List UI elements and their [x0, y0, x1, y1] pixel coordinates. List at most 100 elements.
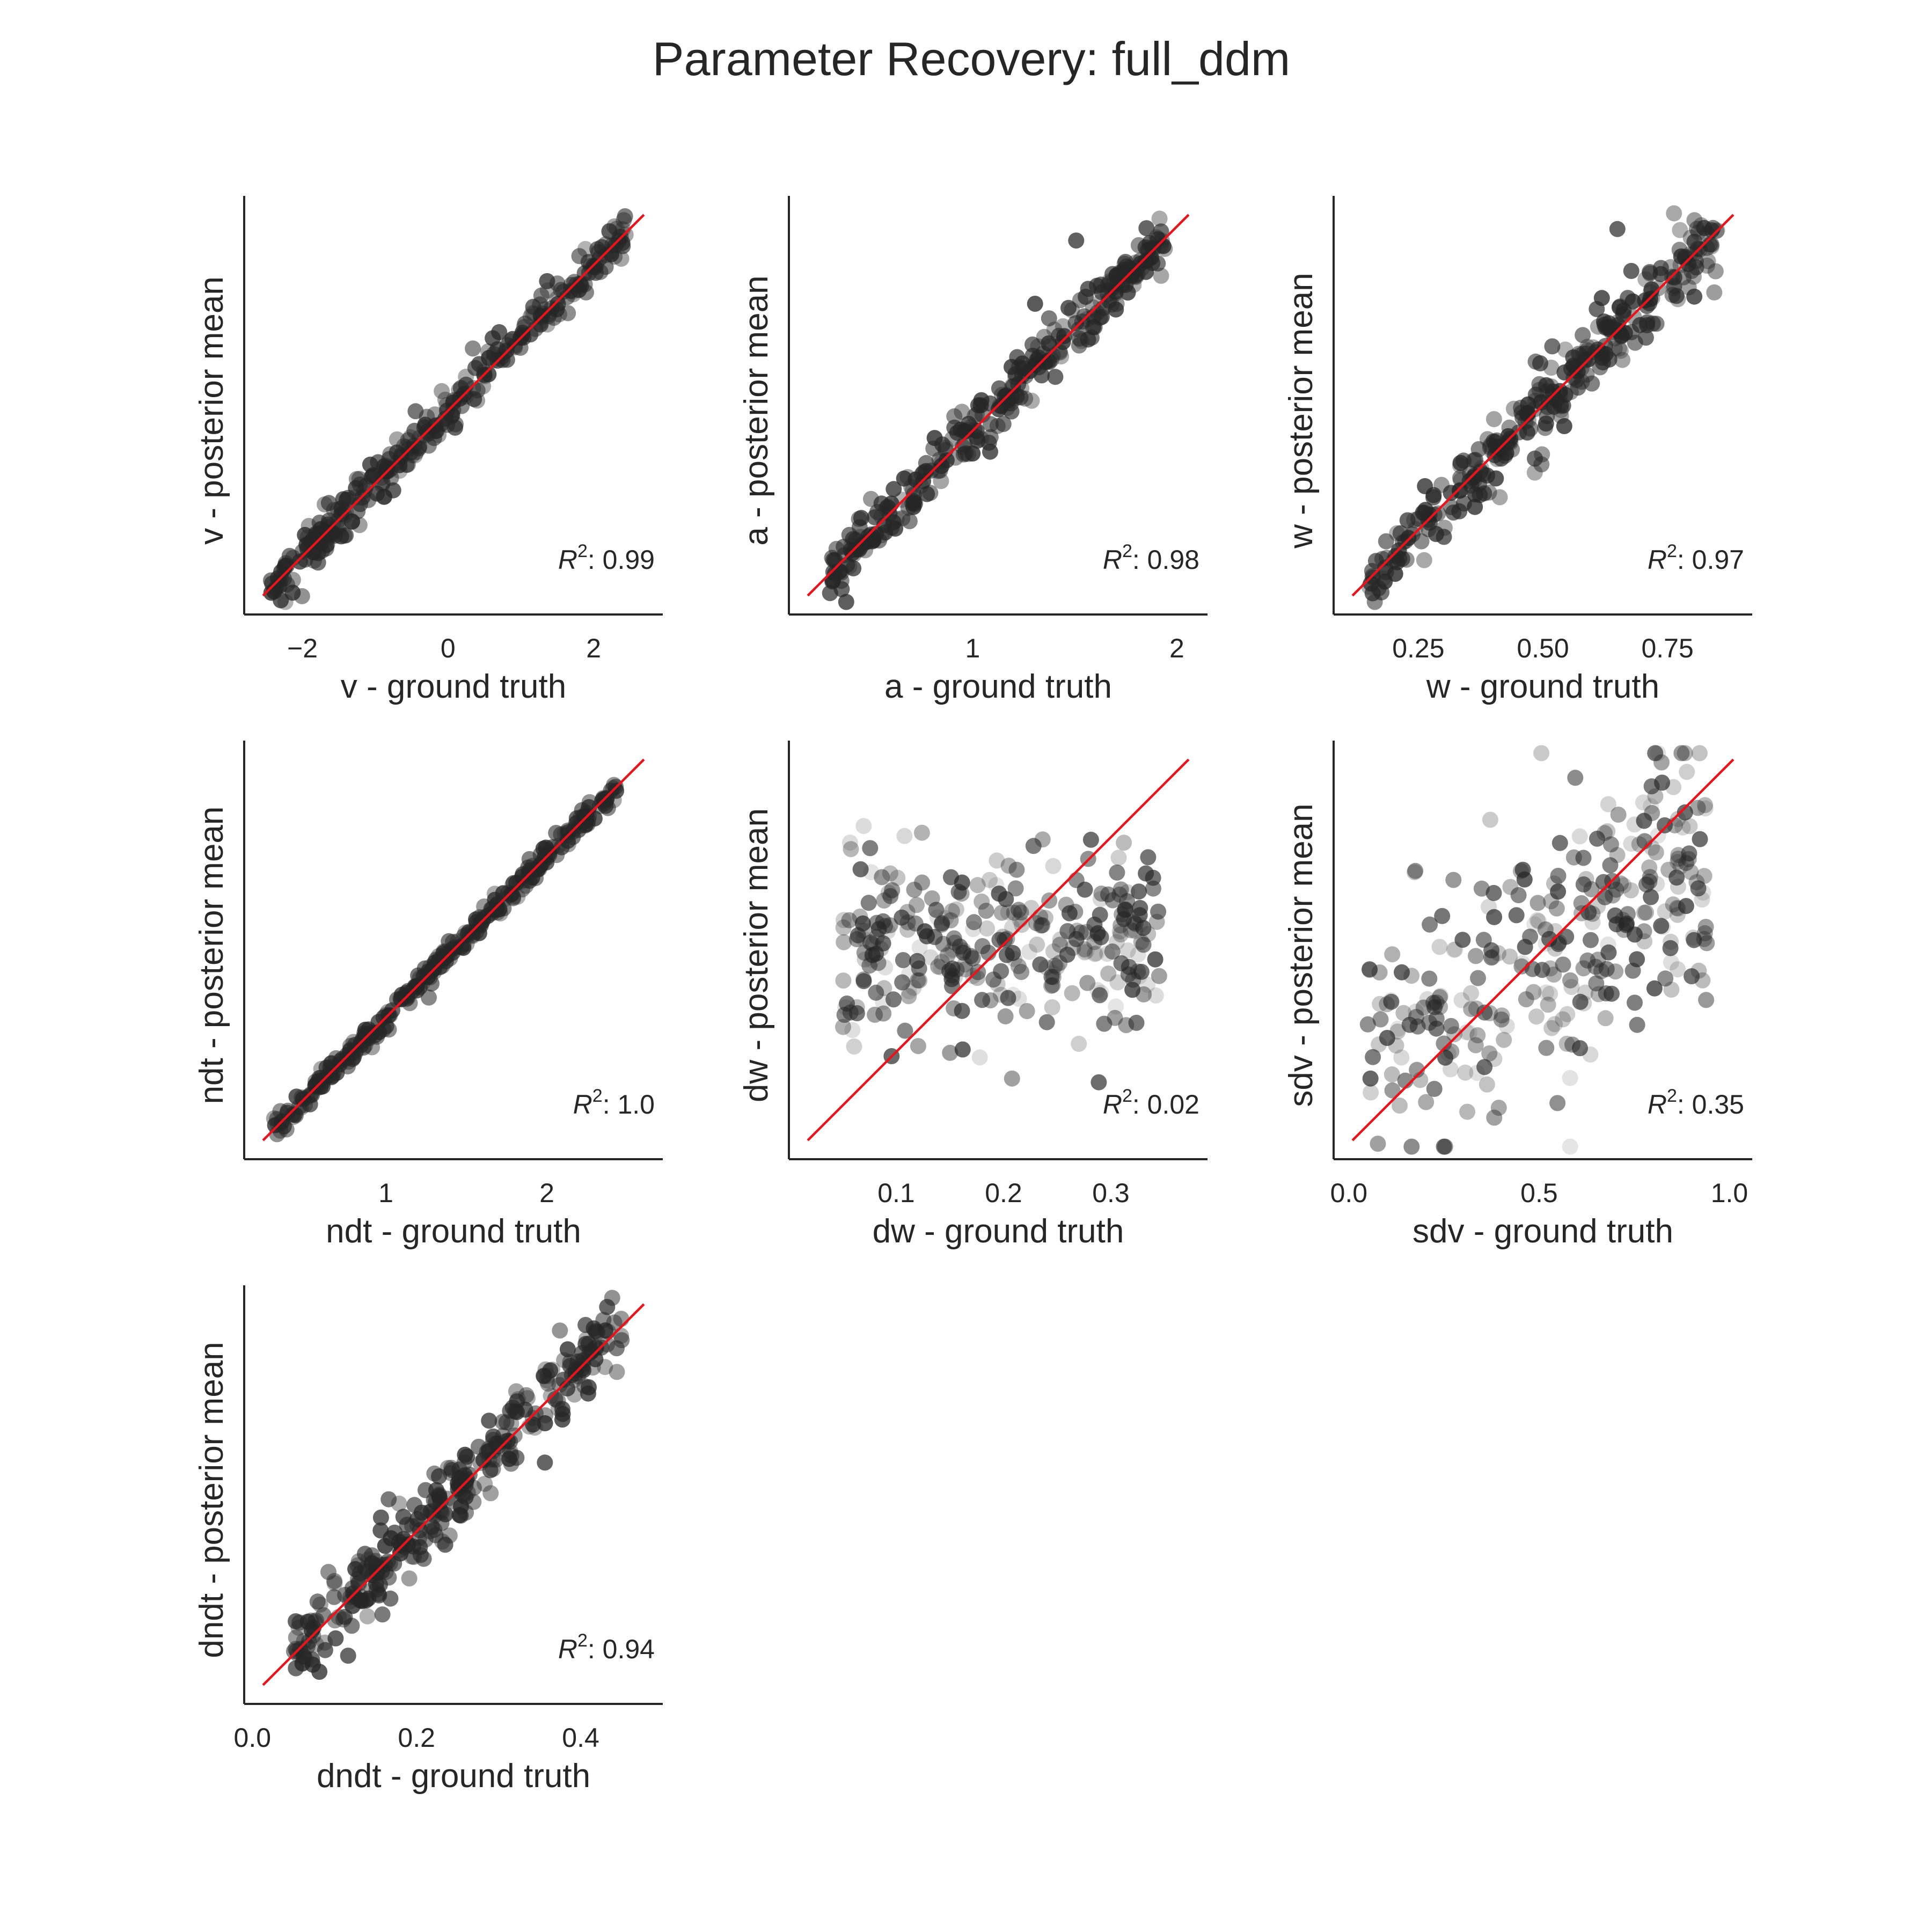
scatter-point [1635, 794, 1651, 811]
scatter-point [339, 1050, 356, 1066]
scatter-point [985, 971, 1002, 988]
scatter-point [852, 861, 869, 877]
scatter-point [1490, 1100, 1507, 1116]
scatter-point [1000, 990, 1016, 1006]
scatter-point [1525, 984, 1542, 1000]
scatter-point [551, 306, 567, 323]
scatter-point [588, 265, 604, 281]
scatter-point [1384, 1082, 1401, 1099]
scatter-point [1023, 392, 1040, 409]
scatter-point [945, 941, 961, 958]
scatter-point [1655, 919, 1671, 935]
scatter-point [1529, 895, 1546, 911]
scatter-point [863, 864, 880, 881]
scatter-point [1673, 745, 1690, 762]
scatter-point [1032, 956, 1049, 973]
scatter-point [288, 1660, 304, 1677]
scatter-point [1481, 1045, 1498, 1062]
scatter-point [1379, 1030, 1395, 1046]
scatter-point [434, 383, 450, 399]
scatter-point [539, 273, 555, 289]
scatter-point [999, 392, 1016, 409]
scatter-point [1533, 745, 1550, 762]
scatter-point [1382, 992, 1399, 1009]
scatter-point [1611, 340, 1627, 357]
scatter-point [875, 935, 891, 952]
x-tick-label: 2 [1169, 633, 1184, 663]
scatter-point [1600, 796, 1616, 813]
scatter-point [1077, 944, 1093, 961]
scatter-point [1091, 1074, 1107, 1091]
scatter-point [942, 1044, 958, 1061]
subplot-sdv: 0.0 0.5 1.0 sdv - ground truth sdv - posteri… [1283, 741, 1752, 1250]
r-squared-annotation: R2: 0.02 [1103, 1086, 1199, 1119]
scatter-point [1684, 968, 1700, 985]
scatter-point [1670, 851, 1687, 867]
scatter-point [470, 1438, 487, 1455]
scatter-point [954, 1041, 971, 1058]
scatter-point [855, 818, 872, 835]
scatter-point [1657, 817, 1673, 833]
scatter-point [1007, 880, 1024, 897]
scatter-point [909, 897, 925, 913]
scatter-point [1403, 1138, 1420, 1155]
scatter-point [1672, 222, 1688, 238]
scatter-point [1682, 863, 1699, 880]
scatter-point [1590, 986, 1607, 1002]
scatter-point [1475, 932, 1492, 948]
scatter-point [1657, 903, 1673, 920]
scatter-point [554, 1406, 571, 1422]
scatter-point [1408, 1003, 1424, 1020]
scatter-point [1071, 1036, 1087, 1052]
scatter-point [1148, 913, 1165, 930]
x-tick-label: 0.0 [234, 1723, 272, 1753]
scatter-point [1526, 916, 1543, 933]
scatter-point [1665, 280, 1682, 297]
scatter-point [919, 486, 935, 502]
scatter-point [301, 518, 317, 534]
scatter-point [1562, 1070, 1578, 1086]
scatter-point [1602, 836, 1619, 853]
scatter-point [374, 1606, 391, 1623]
scatter-point [320, 495, 337, 511]
scatter-point [889, 510, 905, 527]
scatter-point [1643, 798, 1659, 815]
scatter-point [536, 1368, 552, 1385]
scatter-point [273, 592, 289, 609]
scatter-point [1426, 1081, 1443, 1097]
scatter-point [1068, 232, 1085, 249]
scatter-point [944, 978, 960, 994]
scatter-point [863, 952, 880, 969]
subplot-w: 0.25 0.50 0.75 w - ground truth w - posterio… [1283, 196, 1752, 705]
scatter-point [288, 1613, 304, 1629]
scatter-point [1452, 455, 1469, 471]
scatter-point [1574, 374, 1590, 390]
scatter-point [1363, 1084, 1379, 1101]
scatter-point [880, 884, 897, 901]
scatter-point [1011, 991, 1027, 1007]
identity-line [1351, 758, 1735, 1141]
scatter-point [1070, 321, 1087, 338]
scatter-point [308, 1076, 324, 1093]
scatter-point [1488, 470, 1504, 487]
scatter-point [1104, 943, 1121, 960]
scatter-point [851, 510, 867, 527]
scatter-point [848, 999, 865, 1015]
scatter-point [1600, 944, 1617, 961]
scatter-point [841, 526, 858, 543]
scatter-point [502, 1433, 518, 1450]
scatter-point [1099, 946, 1116, 962]
scatter-point [1562, 972, 1578, 989]
scatter-point [1517, 939, 1533, 955]
scatter-point [875, 1005, 892, 1022]
scatter-point [1123, 922, 1139, 939]
scatter-point [1436, 1035, 1452, 1052]
scatter-point [537, 1407, 553, 1424]
scatter-point [1528, 1008, 1545, 1025]
scatter-point [1006, 904, 1022, 921]
scatter-point [1109, 974, 1126, 991]
scatter-point [1637, 292, 1653, 309]
scatter-point [370, 454, 386, 471]
scatter-point [1614, 352, 1631, 368]
scatter-point [584, 1359, 601, 1376]
